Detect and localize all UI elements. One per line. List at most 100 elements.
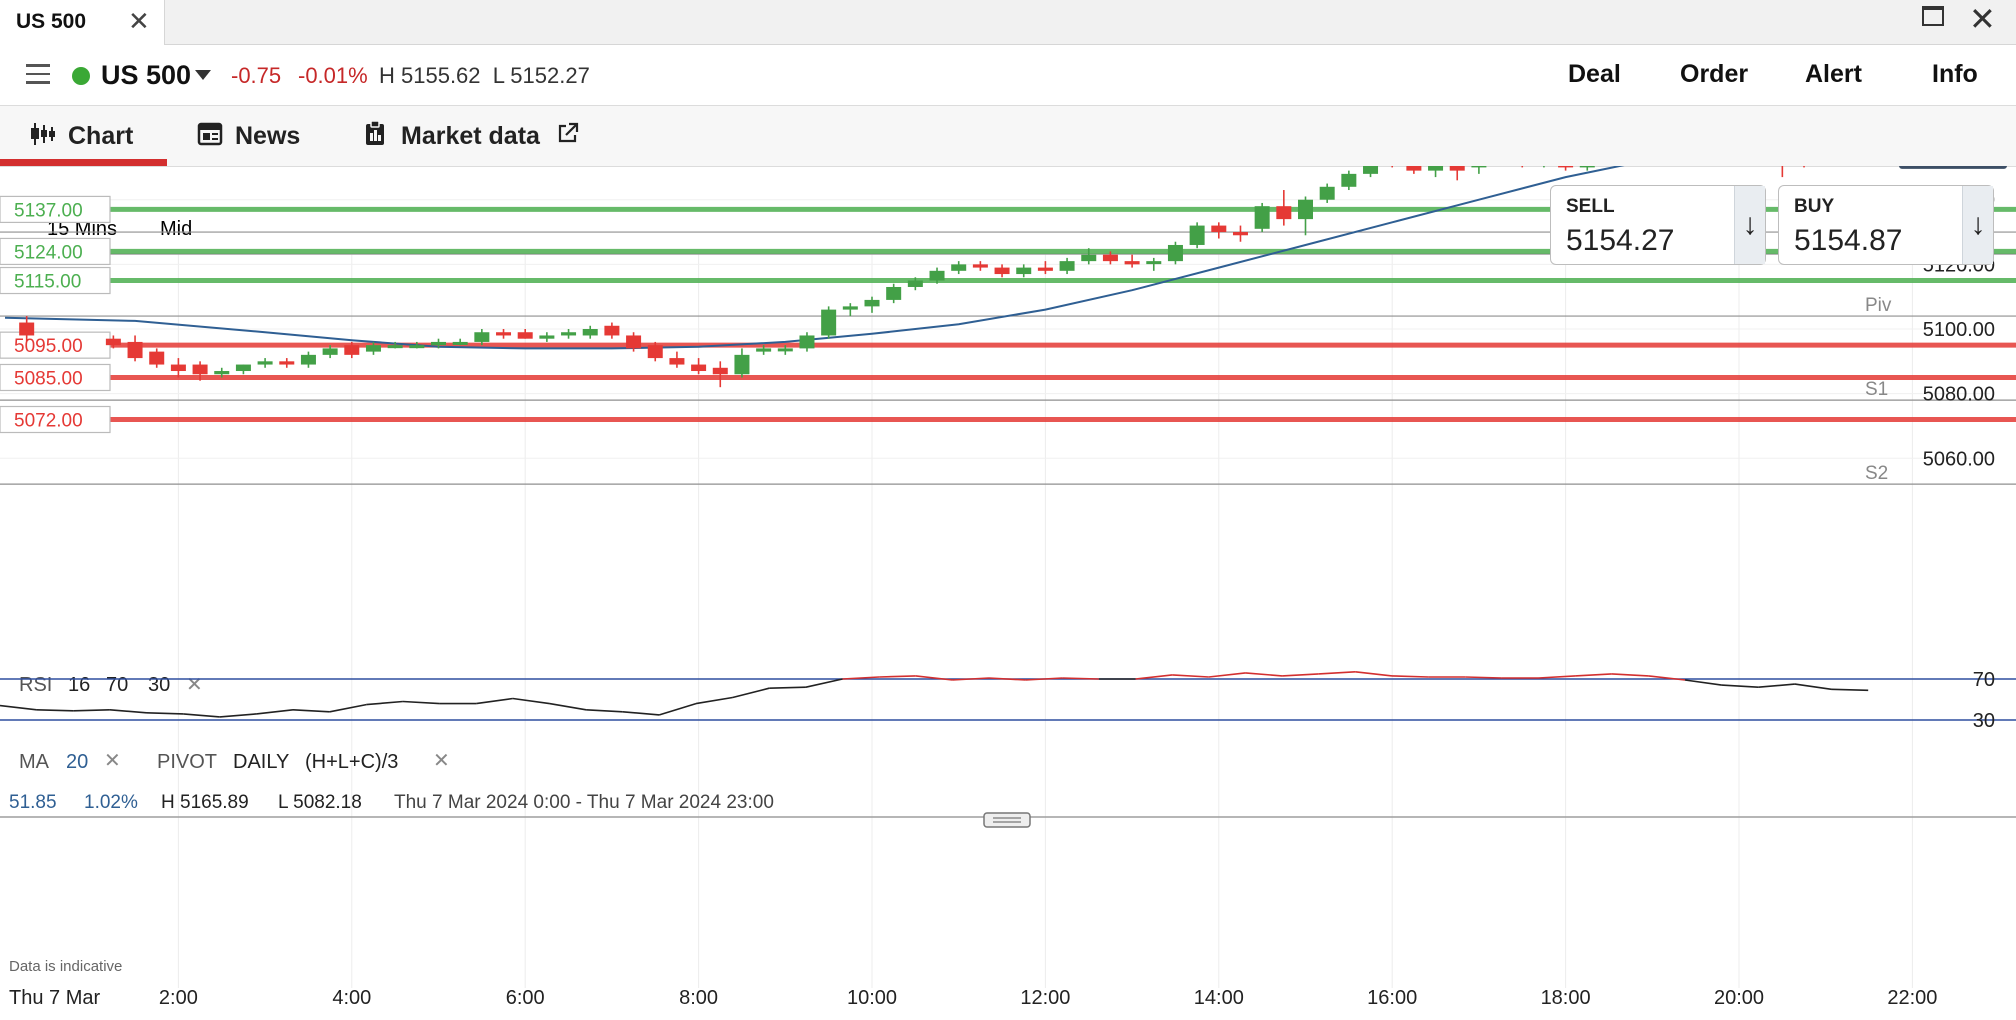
level-label[interactable]: 5095.00 [14, 336, 83, 357]
candle [517, 332, 533, 339]
content-tabs [0, 106, 2016, 167]
chevron-down-icon[interactable] [195, 70, 211, 80]
remove-pivot-icon[interactable]: ✕ [433, 750, 450, 772]
interval-selector[interactable]: 15 Mins [47, 218, 117, 240]
rsi-line-segment [1648, 675, 1686, 681]
candle [431, 341, 446, 346]
rsi-line-segment [659, 702, 697, 716]
candle [1189, 225, 1205, 245]
rsi-upper: 70 [106, 674, 128, 696]
window-tab[interactable] [0, 0, 165, 45]
rsi-pane: RSI 16 70 30 ✕ 70 30 [0, 669, 2016, 732]
maximize-icon[interactable] [1922, 6, 1944, 26]
candle [105, 338, 121, 346]
level-label-box[interactable] [0, 266, 111, 295]
current-price-marker: 5154.82 [1899, 166, 2007, 169]
candle [170, 364, 186, 372]
chart-grid [0, 199, 1990, 988]
candle [365, 345, 381, 352]
time-tick-label: 4:00 [332, 987, 371, 1009]
tab-chart[interactable]: Chart [68, 122, 134, 150]
pane-resize-handle[interactable] [983, 812, 1031, 828]
candle [734, 354, 750, 375]
rsi-line-segment [879, 675, 916, 678]
rsi-line-segment [1208, 672, 1246, 678]
candle [257, 361, 273, 365]
rsi-line-segment [1245, 672, 1283, 677]
level-label[interactable]: 5137.00 [14, 200, 83, 221]
tab-market-data[interactable]: Market data [401, 122, 540, 150]
level-label-box[interactable] [0, 405, 111, 434]
pivot-label: Piv [1865, 295, 1892, 316]
level-label[interactable]: 5115.00 [14, 272, 81, 293]
pivot-label-text: PIVOT [157, 751, 217, 773]
candles [19, 166, 1805, 388]
candlestick-icon [31, 123, 55, 145]
tab-news[interactable]: News [235, 122, 301, 150]
range-high: H 5165.89 [161, 792, 249, 813]
newspaper-icon [197, 122, 223, 146]
candle [192, 364, 208, 375]
candle [712, 367, 728, 375]
candle [1471, 166, 1487, 168]
active-tab-indicator [0, 159, 167, 166]
remove-ma-icon[interactable]: ✕ [104, 750, 121, 772]
arrow-down-icon[interactable]: ↓ [1734, 186, 1765, 264]
level-label-box[interactable] [0, 237, 111, 266]
ma-label: MA [19, 751, 50, 773]
window-close-icon[interactable]: ✕ [1969, 1, 1996, 37]
sell-price-box[interactable]: SELL 5154.27 ↓ [1550, 185, 1766, 265]
candle [1211, 225, 1227, 233]
rsi-period: 16 [68, 674, 90, 696]
order-button[interactable]: Order [1680, 60, 1749, 88]
external-link-icon[interactable] [557, 122, 579, 144]
level-label-box[interactable] [0, 363, 111, 392]
level-label[interactable]: 5072.00 [14, 410, 83, 431]
candle [1146, 261, 1162, 265]
level-label[interactable]: 5085.00 [14, 368, 83, 389]
candle [409, 345, 425, 349]
rsi-line-segment [1172, 674, 1209, 678]
time-tick-label: 10:00 [847, 987, 897, 1009]
level-label[interactable]: 5124.00 [14, 242, 83, 263]
rsi-line-segment [146, 712, 184, 715]
price-change: -0.75 [231, 63, 282, 88]
info-button[interactable]: Info [1932, 60, 1978, 88]
candle [951, 264, 967, 271]
rsi-line-segment [732, 687, 770, 699]
candle [756, 348, 772, 352]
instrument-name[interactable]: US 500 [101, 60, 192, 90]
candle [452, 341, 468, 345]
rsi-label: RSI [19, 674, 52, 696]
pivot-label: S2 [1865, 463, 1888, 484]
rsi-line-segment [1062, 677, 1099, 680]
candle [994, 267, 1010, 275]
rsi-line-segment [256, 709, 294, 715]
price-tick-label: 5100.00 [1923, 319, 1995, 341]
remove-rsi-icon[interactable]: ✕ [186, 674, 203, 696]
tab-close-icon[interactable]: ✕ [128, 6, 150, 36]
buy-price-box[interactable]: BUY 5154.87 ↓ [1778, 185, 1994, 265]
price-type-selector[interactable]: Mid [160, 218, 192, 240]
current-price-tag [1899, 166, 2007, 169]
alert-button[interactable]: Alert [1805, 60, 1862, 88]
level-label-box[interactable] [0, 195, 111, 224]
rsi-line-segment [183, 713, 220, 718]
rsi-line-segment [1721, 684, 1759, 688]
candle [19, 322, 35, 336]
rsi-line-segment [1611, 673, 1649, 677]
candle [1124, 261, 1140, 265]
candle [799, 335, 815, 349]
window-tab-title[interactable]: US 500 [16, 10, 87, 33]
arrow-down-icon[interactable]: ↓ [1962, 186, 1993, 264]
ma-period: 20 [66, 751, 88, 773]
hamburger-menu-icon[interactable] [26, 64, 50, 84]
price-chart[interactable]: 15 Mins Mid R2R1PivS1S2 5137.005124.0051… [0, 166, 2016, 1020]
candle [647, 345, 663, 359]
deal-button[interactable]: Deal [1568, 60, 1621, 88]
price-tick-label: 5080.00 [1923, 384, 1995, 406]
rsi-line-segment [622, 711, 660, 716]
rsi-line-segment [842, 676, 880, 680]
time-tick-label: 16:00 [1367, 987, 1417, 1009]
candle [561, 332, 577, 336]
